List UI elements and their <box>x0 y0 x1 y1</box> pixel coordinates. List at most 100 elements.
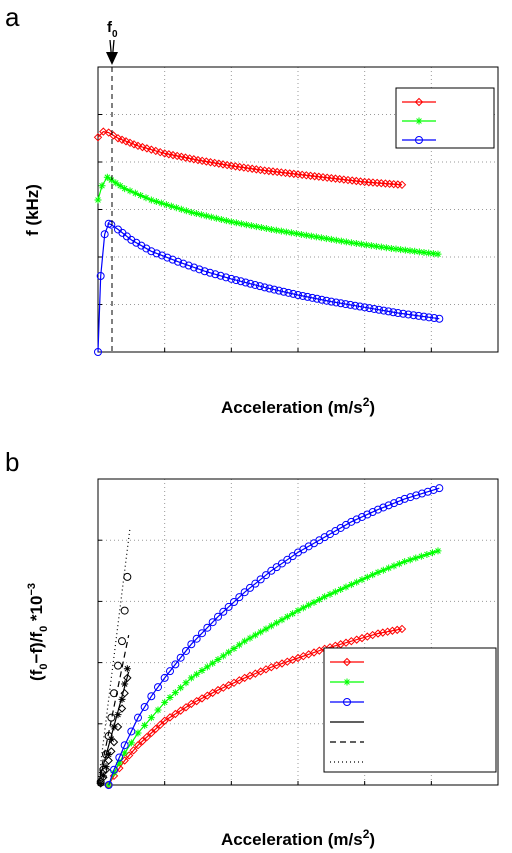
data-point <box>312 233 320 241</box>
data-point <box>399 309 408 318</box>
data-point <box>332 298 341 307</box>
data-point <box>219 607 228 616</box>
data-point <box>211 270 220 279</box>
data-point <box>214 656 222 664</box>
data-point <box>327 235 335 243</box>
data-point <box>342 238 350 246</box>
data-point <box>241 637 249 645</box>
data-point <box>278 559 286 568</box>
data-point <box>103 173 111 181</box>
data-point <box>171 689 179 697</box>
data-point <box>197 694 207 703</box>
data-point <box>172 204 180 212</box>
data-point <box>193 670 201 678</box>
data-point <box>177 684 185 692</box>
data-point <box>208 618 217 627</box>
data-point <box>112 179 120 187</box>
series-line <box>97 222 440 353</box>
data-point <box>246 279 255 288</box>
data-point <box>177 205 185 213</box>
data-point <box>315 596 323 604</box>
data-point <box>378 628 388 637</box>
data-point <box>341 300 350 309</box>
panel-b-ylabel: (f0−f)/f0 *10−3 <box>26 583 50 681</box>
data-point <box>317 295 326 304</box>
data-point <box>429 485 438 494</box>
data-point <box>419 312 428 321</box>
data-point <box>114 711 122 719</box>
series-d-2-c1-2-1e-05 <box>97 634 130 786</box>
data-point <box>157 199 165 207</box>
panel-b-legend <box>323 647 497 773</box>
data-point <box>107 747 116 756</box>
panel-a-legend <box>395 87 495 149</box>
data-point <box>406 556 414 564</box>
data-point <box>267 225 275 233</box>
series-d-3 <box>94 219 444 356</box>
data-point <box>134 713 142 722</box>
data-point <box>222 273 230 282</box>
data-point <box>222 217 230 225</box>
series-d-1-c1-1-6e-05 <box>97 671 130 786</box>
data-point <box>395 560 403 568</box>
data-point <box>198 667 206 675</box>
data-point <box>317 234 325 242</box>
data-point <box>322 296 331 305</box>
data-point <box>147 247 156 256</box>
data-point <box>257 628 265 636</box>
data-point <box>288 552 297 561</box>
data-point <box>147 145 156 154</box>
data-point <box>163 253 172 262</box>
data-point <box>400 494 409 503</box>
data-point <box>227 218 235 226</box>
data-point <box>138 142 147 152</box>
legend-marker <box>415 136 423 144</box>
data-point <box>387 244 395 252</box>
legend-marker <box>415 117 423 125</box>
data-point <box>390 562 398 570</box>
data-point <box>115 753 124 762</box>
data-point <box>182 207 190 215</box>
data-point <box>203 663 211 671</box>
data-point <box>129 746 138 755</box>
data-point <box>107 713 116 722</box>
data-point <box>184 261 193 270</box>
data-point <box>434 547 442 555</box>
data-point <box>411 247 419 255</box>
data-point <box>313 294 322 303</box>
data-point <box>120 688 129 698</box>
data-point <box>251 579 260 588</box>
data-point <box>289 610 297 618</box>
data-point <box>374 568 382 576</box>
data-point <box>192 696 201 706</box>
data-point <box>294 291 302 299</box>
data-point <box>418 489 426 498</box>
data-point <box>105 750 113 758</box>
data-point <box>161 698 169 706</box>
data-point <box>212 214 220 222</box>
data-point <box>121 185 129 193</box>
data-point <box>352 515 361 524</box>
data-point <box>125 138 135 148</box>
data-point <box>208 688 217 698</box>
panel-b-series <box>96 484 444 790</box>
data-point <box>117 704 127 713</box>
data-point <box>395 497 404 506</box>
data-point <box>121 137 131 146</box>
data-point <box>123 665 131 673</box>
legend-marker <box>343 678 351 686</box>
data-point <box>336 299 345 308</box>
panel-letter-a: a <box>5 2 20 32</box>
data-point <box>152 249 161 258</box>
data-point <box>262 625 270 633</box>
data-point <box>104 128 113 137</box>
data-point <box>302 231 310 239</box>
data-point <box>273 619 281 627</box>
data-point <box>224 681 233 690</box>
data-point <box>99 127 108 136</box>
data-point <box>217 215 225 223</box>
data-point <box>137 191 145 199</box>
data-point <box>414 311 423 320</box>
data-point <box>420 248 428 256</box>
data-point <box>97 779 105 787</box>
